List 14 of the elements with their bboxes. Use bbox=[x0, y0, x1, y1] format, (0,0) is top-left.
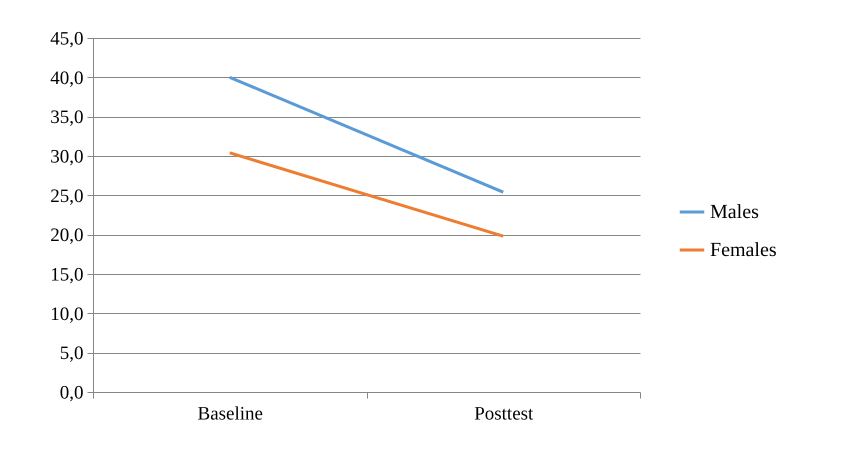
x-tick-label: Posttest bbox=[474, 404, 534, 424]
y-tick-label: 40,0 bbox=[50, 68, 84, 89]
y-tick-label: 15,0 bbox=[50, 264, 84, 286]
y-tick-label: 0,0 bbox=[60, 382, 84, 404]
legend-label: Females bbox=[710, 239, 777, 261]
legend-label: Males bbox=[710, 201, 760, 223]
x-tick-label: Baseline bbox=[198, 404, 263, 424]
y-tick-label: 30,0 bbox=[50, 146, 84, 168]
y-tick-label: 45,0 bbox=[50, 28, 84, 50]
y-tick-label: 20,0 bbox=[50, 225, 84, 246]
y-tick-label: 5,0 bbox=[60, 343, 84, 364]
y-tick-label: 25,0 bbox=[50, 186, 84, 207]
y-tick-label: 10,0 bbox=[50, 304, 84, 325]
y-tick-label: 35,0 bbox=[50, 107, 84, 128]
